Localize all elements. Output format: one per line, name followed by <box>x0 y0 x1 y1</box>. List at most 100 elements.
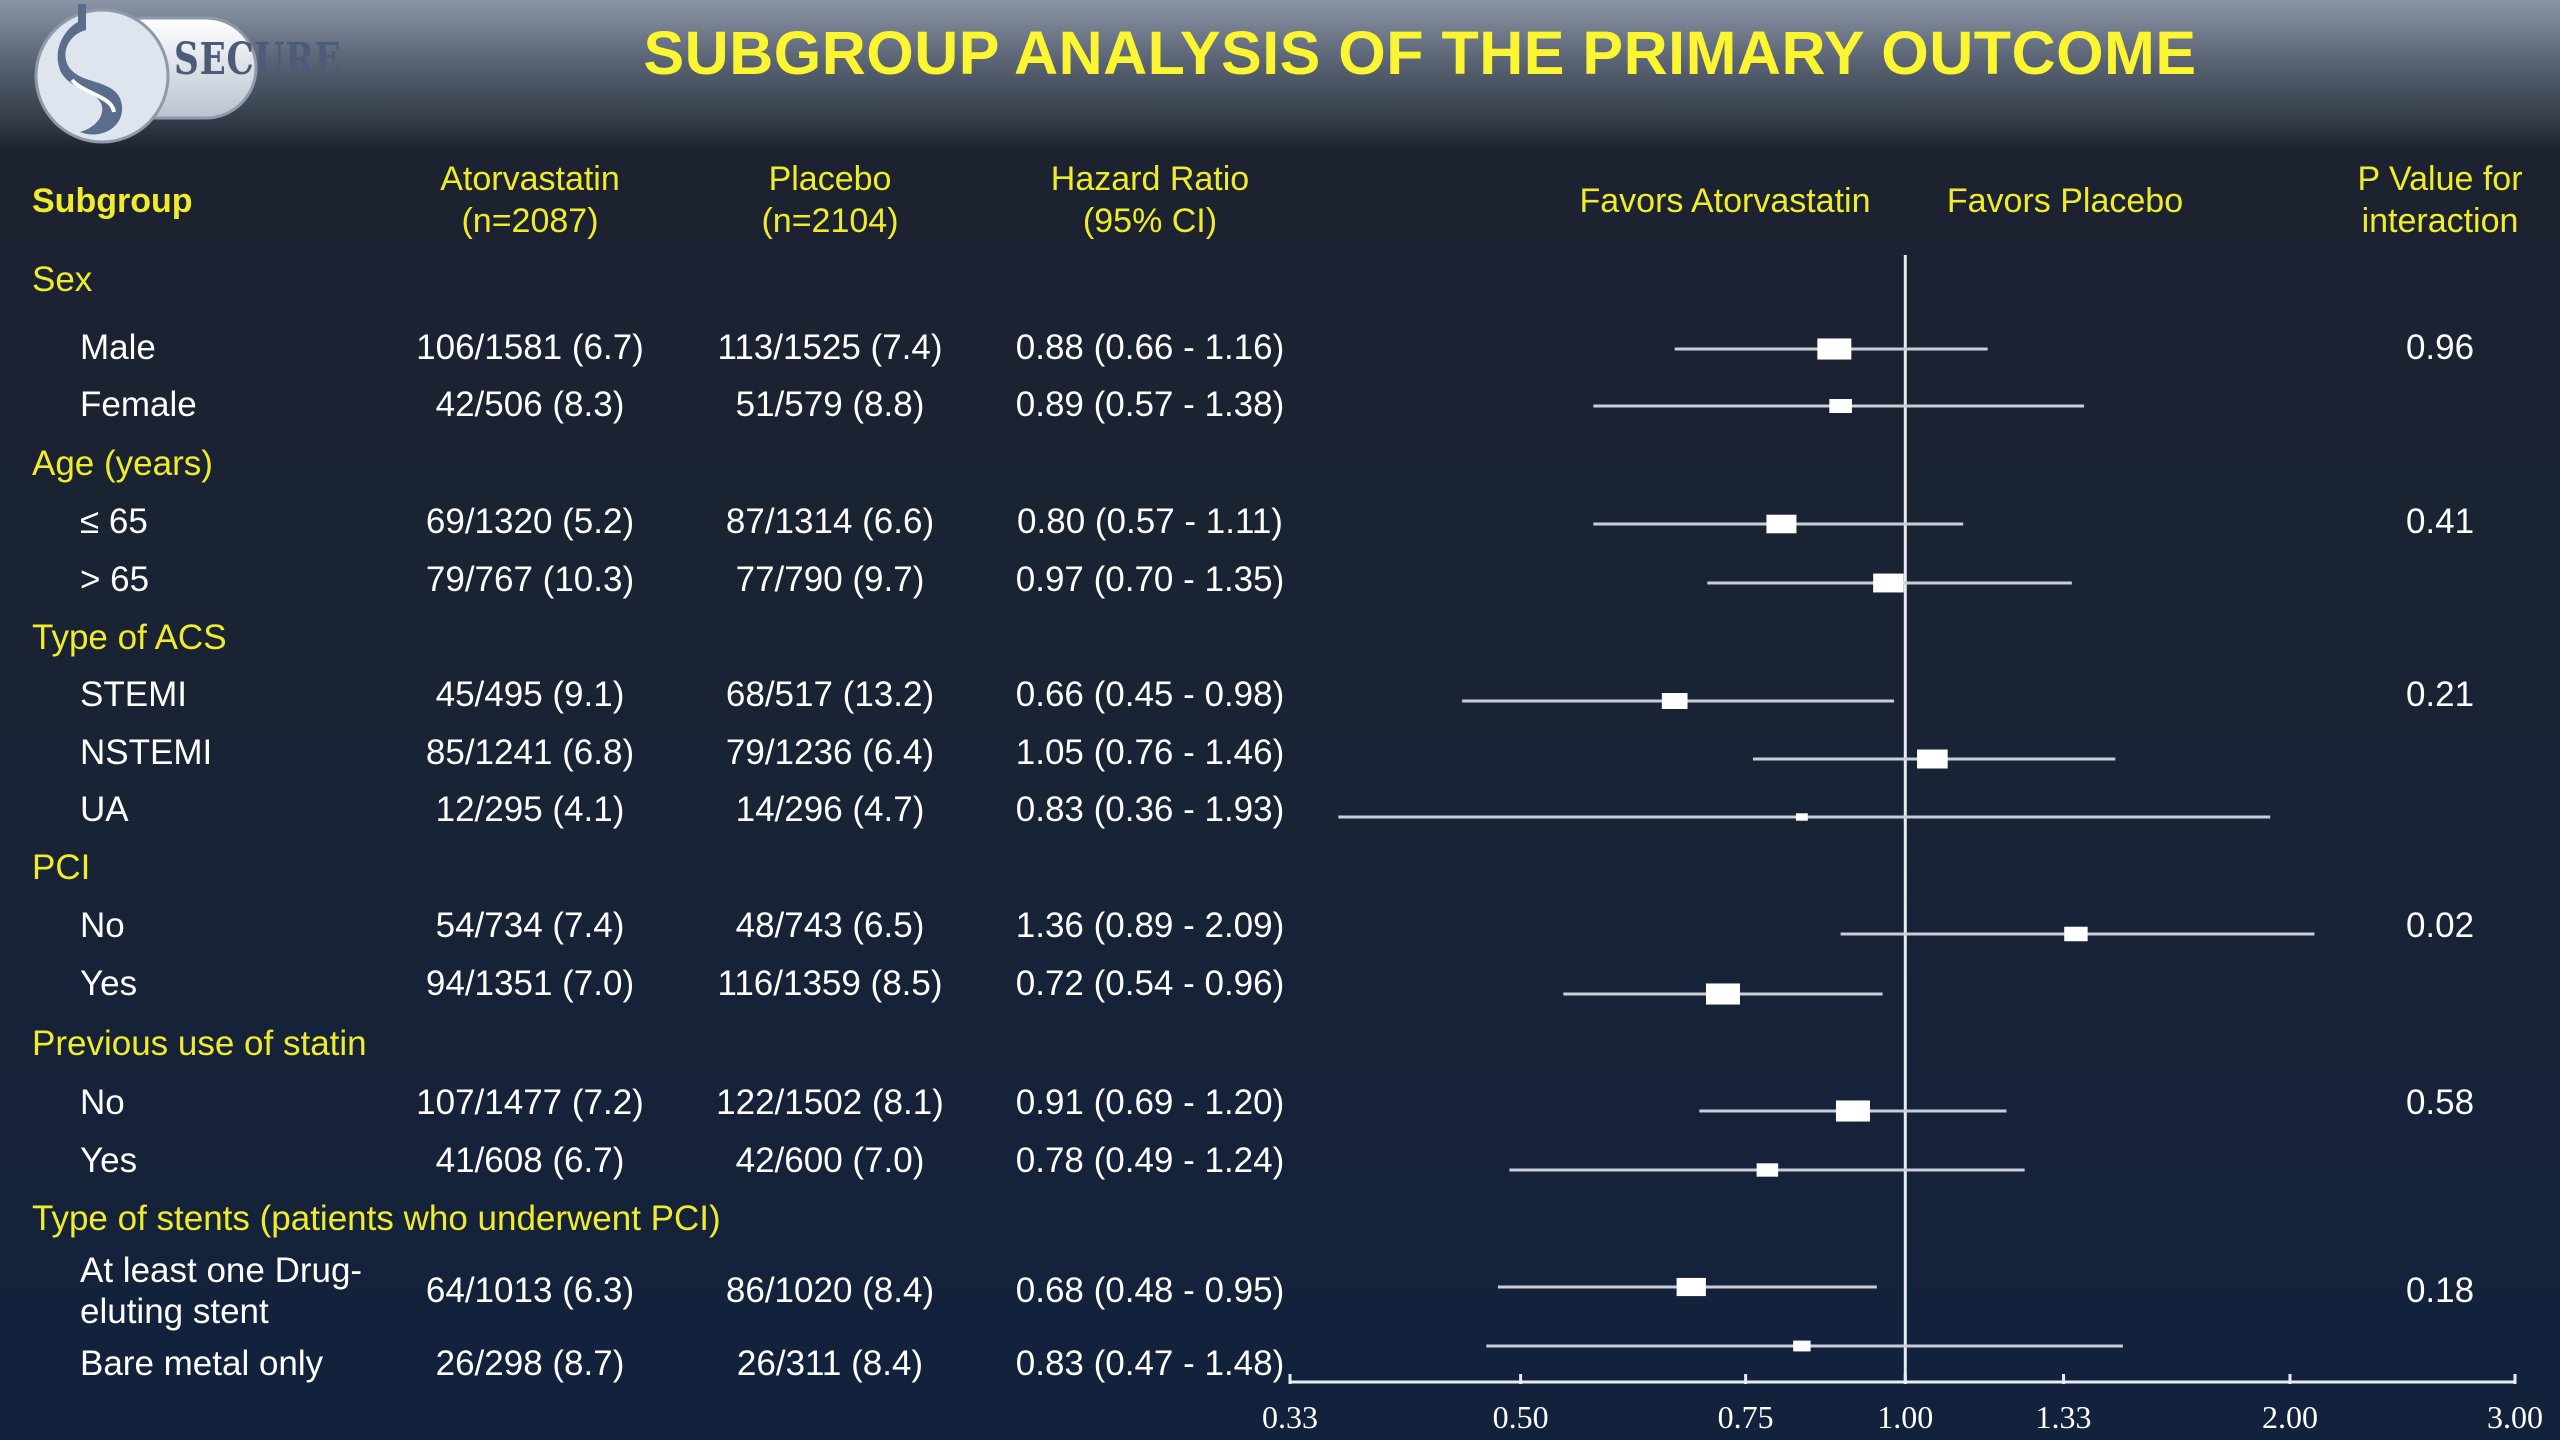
hazard-ratio-point <box>1835 1100 1870 1122</box>
p-value: 0.21 <box>2405 675 2475 714</box>
favors-placebo-label: Favors Placebo <box>1946 182 2184 220</box>
atorvastatin-value: 69/1320 (5.2) <box>425 502 635 541</box>
p-value: 0.41 <box>2405 502 2475 541</box>
pvalue-header-line2: interaction <box>2361 202 2519 240</box>
atorvastatin-header: Atorvastatin (n=2087) <box>380 158 680 242</box>
hazard-ratio-point <box>1793 1340 1811 1352</box>
group-header-pci: PCI <box>32 848 91 887</box>
favors-atorvastatin-label: Favors Atorvastatin <box>1579 182 1871 220</box>
atorvastatin-value: 26/298 (8.7) <box>435 1344 625 1383</box>
placebo-value: 122/1502 (8.1) <box>716 1083 944 1122</box>
row-label: UA <box>80 790 129 829</box>
hazard-ratio-value: 0.91 (0.69 - 1.20) <box>1015 1083 1285 1122</box>
hazard-ratio-point <box>1829 398 1852 414</box>
placebo-value: 116/1359 (8.5) <box>717 964 943 1003</box>
hazard-ratio-point <box>1705 983 1740 1005</box>
hazard-ratio-point <box>1873 573 1904 593</box>
x-tick-label: 1.33 <box>2036 1399 2092 1435</box>
group-header-age: Age (years) <box>32 444 213 483</box>
x-tick-label: 0.75 <box>1718 1399 1774 1435</box>
hazard-ratio-point <box>1795 813 1808 821</box>
placebo-value: 87/1314 (6.6) <box>725 502 935 541</box>
hazard-ratio-value: 0.78 (0.49 - 1.24) <box>1015 1141 1285 1180</box>
hazard-ratio-header-line1: Hazard Ratio <box>1050 160 1250 198</box>
placebo-value: 79/1236 (6.4) <box>725 733 935 772</box>
atorvastatin-header-line1: Atorvastatin <box>440 160 620 198</box>
row-label: > 65 <box>80 560 150 599</box>
group-header-previous-statin: Previous use of statin <box>32 1024 367 1063</box>
placebo-value: 86/1020 (8.4) <box>725 1271 935 1310</box>
logo-text: SECURE <box>174 34 342 85</box>
hazard-ratio-value: 0.89 (0.57 - 1.38) <box>1015 385 1285 424</box>
hazard-ratio-value: 0.66 (0.45 - 0.98) <box>1015 675 1285 714</box>
placebo-value: 77/790 (9.7) <box>735 560 925 599</box>
placebo-header: Placebo (n=2104) <box>680 158 980 242</box>
atorvastatin-value: 85/1241 (6.8) <box>425 733 635 772</box>
row-label: ≤ 65 <box>80 502 148 541</box>
hazard-ratio-value: 0.83 (0.36 - 1.93) <box>1015 790 1285 829</box>
hazard-ratio-value: 0.88 (0.66 - 1.16) <box>1015 328 1285 367</box>
row-label: Male <box>80 328 156 367</box>
row-label: No <box>80 906 125 945</box>
row-label-line2: eluting stent <box>80 1292 269 1331</box>
hazard-ratio-value: 0.80 (0.57 - 1.11) <box>1017 502 1283 541</box>
pvalue-header-line1: P Value for <box>2357 160 2523 198</box>
placebo-value: 14/296 (4.7) <box>735 790 925 829</box>
x-tick-label: 1.00 <box>1877 1399 1933 1435</box>
placebo-value: 42/600 (7.0) <box>735 1141 925 1180</box>
placebo-value: 51/579 (8.8) <box>735 385 925 424</box>
atorvastatin-value: 12/295 (4.1) <box>435 790 625 829</box>
p-value: 0.96 <box>2405 328 2475 367</box>
secure-logo: SECURE <box>24 0 341 150</box>
group-header-acs-type: Type of ACS <box>32 618 227 657</box>
x-tick-label: 2.00 <box>2262 1399 2318 1435</box>
hazard-ratio-value: 0.68 (0.48 - 0.95) <box>1015 1271 1285 1310</box>
atorvastatin-header-line2: (n=2087) <box>461 202 599 240</box>
atorvastatin-value: 79/767 (10.3) <box>425 560 635 599</box>
p-value: 0.02 <box>2405 906 2475 945</box>
group-header-sex: Sex <box>32 260 93 299</box>
placebo-value: 113/1525 (7.4) <box>717 328 943 367</box>
row-label: Yes <box>80 1141 138 1180</box>
hazard-ratio-point <box>1661 693 1688 709</box>
pvalue-header: P Value for interaction <box>2330 158 2550 242</box>
header-bar <box>0 0 2560 150</box>
hazard-ratio-header-line2: (95% CI) <box>1082 202 1218 240</box>
hazard-ratio-value: 0.83 (0.47 - 1.48) <box>1015 1344 1285 1383</box>
placebo-value: 48/743 (6.5) <box>735 906 925 945</box>
group-header-stent-type: Type of stents (patients who underwent P… <box>32 1199 721 1238</box>
hazard-ratio-value: 0.72 (0.54 - 0.96) <box>1015 964 1285 1003</box>
hazard-ratio-point <box>1676 1277 1706 1297</box>
row-label: Yes <box>80 964 138 1003</box>
hazard-ratio-point <box>1817 338 1852 360</box>
placebo-value: 68/517 (13.2) <box>725 675 935 714</box>
placebo-value: 26/311 (8.4) <box>736 1344 924 1383</box>
x-tick-label: 3.00 <box>2487 1399 2543 1435</box>
logo-graphic <box>34 4 258 144</box>
hazard-ratio-point <box>1766 514 1797 534</box>
row-label: STEMI <box>80 675 187 714</box>
atorvastatin-value: 107/1477 (7.2) <box>416 1083 644 1122</box>
hazard-ratio-value: 0.97 (0.70 - 1.35) <box>1015 560 1285 599</box>
x-tick-label: 0.33 <box>1262 1399 1318 1435</box>
hazard-ratio-value: 1.36 (0.89 - 2.09) <box>1015 906 1285 945</box>
atorvastatin-value: 106/1581 (6.7) <box>416 328 644 367</box>
page-title: SUBGROUP ANALYSIS OF THE PRIMARY OUTCOME <box>643 19 2197 87</box>
row-label: At least one Drug- eluting stent <box>80 1250 362 1332</box>
p-value: 0.58 <box>2405 1083 2475 1122</box>
atorvastatin-value: 64/1013 (6.3) <box>425 1271 635 1310</box>
atorvastatin-value: 45/495 (9.1) <box>435 675 625 714</box>
row-label: NSTEMI <box>80 733 213 772</box>
row-label: Female <box>80 385 197 424</box>
row-label: No <box>80 1083 125 1122</box>
x-tick-label: 0.50 <box>1493 1399 1549 1435</box>
atorvastatin-value: 42/506 (8.3) <box>435 385 625 424</box>
placebo-header-line1: Placebo <box>768 160 892 198</box>
atorvastatin-value: 54/734 (7.4) <box>435 906 625 945</box>
placebo-header-line2: (n=2104) <box>761 202 899 240</box>
row-label-line1: At least one Drug- <box>80 1251 363 1290</box>
hazard-ratio-point <box>1756 1163 1779 1177</box>
row-label: Bare metal only <box>80 1344 324 1383</box>
hazard-ratio-header: Hazard Ratio (95% CI) <box>990 158 1310 242</box>
